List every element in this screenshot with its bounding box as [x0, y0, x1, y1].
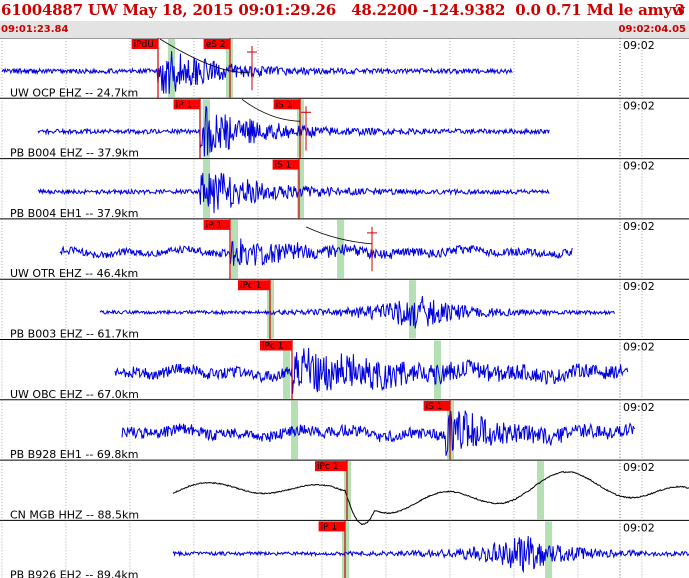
phase-pick-label: iPc 1	[240, 281, 261, 291]
phase-pick-label: iP 1	[206, 221, 223, 231]
minute-tick-label: 09:02	[623, 461, 655, 474]
moveout-curve	[305, 226, 373, 245]
phase-pick-label: iP 1	[321, 522, 338, 532]
station-label: PB B926 EH2 -- 89.4km	[10, 569, 138, 578]
pick-window-bar	[537, 461, 544, 520]
phase-pick-box	[423, 400, 450, 411]
station-label: PB B003 EHZ -- 61.7km	[10, 328, 139, 341]
seismogram-trace	[99, 295, 615, 329]
phase-pick-box	[272, 159, 299, 170]
pick-window-bar	[231, 219, 238, 279]
station-label: PB B928 EH1 -- 69.8km	[10, 448, 138, 461]
pick-window-bar	[203, 99, 210, 158]
phase-pick-label: iS 1	[276, 100, 293, 110]
phase-pick-box	[203, 219, 230, 230]
minute-tick-label: 09:02	[623, 280, 655, 293]
minute-tick-label: 09:02	[623, 99, 655, 112]
seismogram-trace	[114, 347, 629, 394]
phase-pick-box	[238, 280, 270, 291]
seismogram-trace	[121, 410, 636, 456]
seismogram-trace	[37, 106, 550, 157]
seismogram-trace	[1, 51, 513, 94]
seismogram-trace	[37, 172, 550, 214]
phase-pick-box	[318, 521, 345, 532]
pick-window-bar	[434, 340, 441, 399]
phase-pick-label: eS 2	[206, 40, 226, 50]
seismogram-trace	[172, 535, 689, 574]
phase-pick-box	[203, 39, 230, 49]
minute-tick-label: 09:02	[623, 341, 655, 354]
minute-tick-label: 09:02	[623, 39, 655, 52]
phase-pick-label: iS 1	[275, 161, 292, 171]
page-number[interactable]: 3	[674, 1, 685, 19]
time-start-label: 09:01:23.84	[1, 24, 69, 35]
moveout-curve	[159, 38, 251, 73]
phase-pick-label: iPc 1	[262, 342, 283, 352]
pick-window-bar	[337, 219, 344, 279]
phase-pick-label: iPc 1	[317, 462, 338, 472]
phase-pick-label: iP 1	[176, 100, 193, 110]
pick-window-bar	[168, 39, 175, 98]
station-label: UW OCP EHZ -- 24.7km	[10, 86, 138, 99]
station-label: CN MGB HHZ -- 88.5km	[10, 508, 139, 521]
phase-pick-box	[131, 39, 158, 49]
station-label: UW OTR EHZ -- 46.4km	[10, 267, 138, 280]
minute-tick-label: 09:02	[623, 401, 655, 414]
phase-pick-box	[173, 99, 200, 110]
phase-pick-label: iPdU	[134, 40, 154, 50]
phase-pick-label: iS 1	[426, 402, 443, 412]
time-end-label: 09:02:04.05	[618, 24, 686, 35]
phase-pick-box	[273, 99, 300, 110]
time-range-strip: 09:01:23.84 09:02:04.05	[0, 21, 689, 39]
minute-tick-label: 09:02	[623, 521, 655, 534]
minute-tick-label: 09:02	[623, 160, 655, 173]
seismogram-trace	[59, 238, 573, 266]
station-label: PB B004 EHZ -- 37.9km	[10, 147, 139, 160]
minute-tick-label: 09:02	[623, 220, 655, 233]
station-label: PB B004 EH1 -- 37.9km	[10, 207, 138, 220]
trace-panels[interactable]: 09:02 09:02 09:02 09:02 09:02 09:02 09:02 09:02…	[0, 38, 689, 578]
seismogram-trace	[172, 471, 689, 526]
moveout-curve	[241, 98, 301, 122]
phase-pick-box	[260, 340, 292, 351]
event-title: 61004887 UW May 18, 2015 09:01:29.26 48.…	[1, 1, 689, 19]
event-header: 61004887 UW May 18, 2015 09:01:29.26 48.…	[0, 0, 689, 20]
station-label: UW OBC EHZ -- 67.0km	[10, 388, 139, 401]
phase-pick-box	[315, 461, 347, 472]
